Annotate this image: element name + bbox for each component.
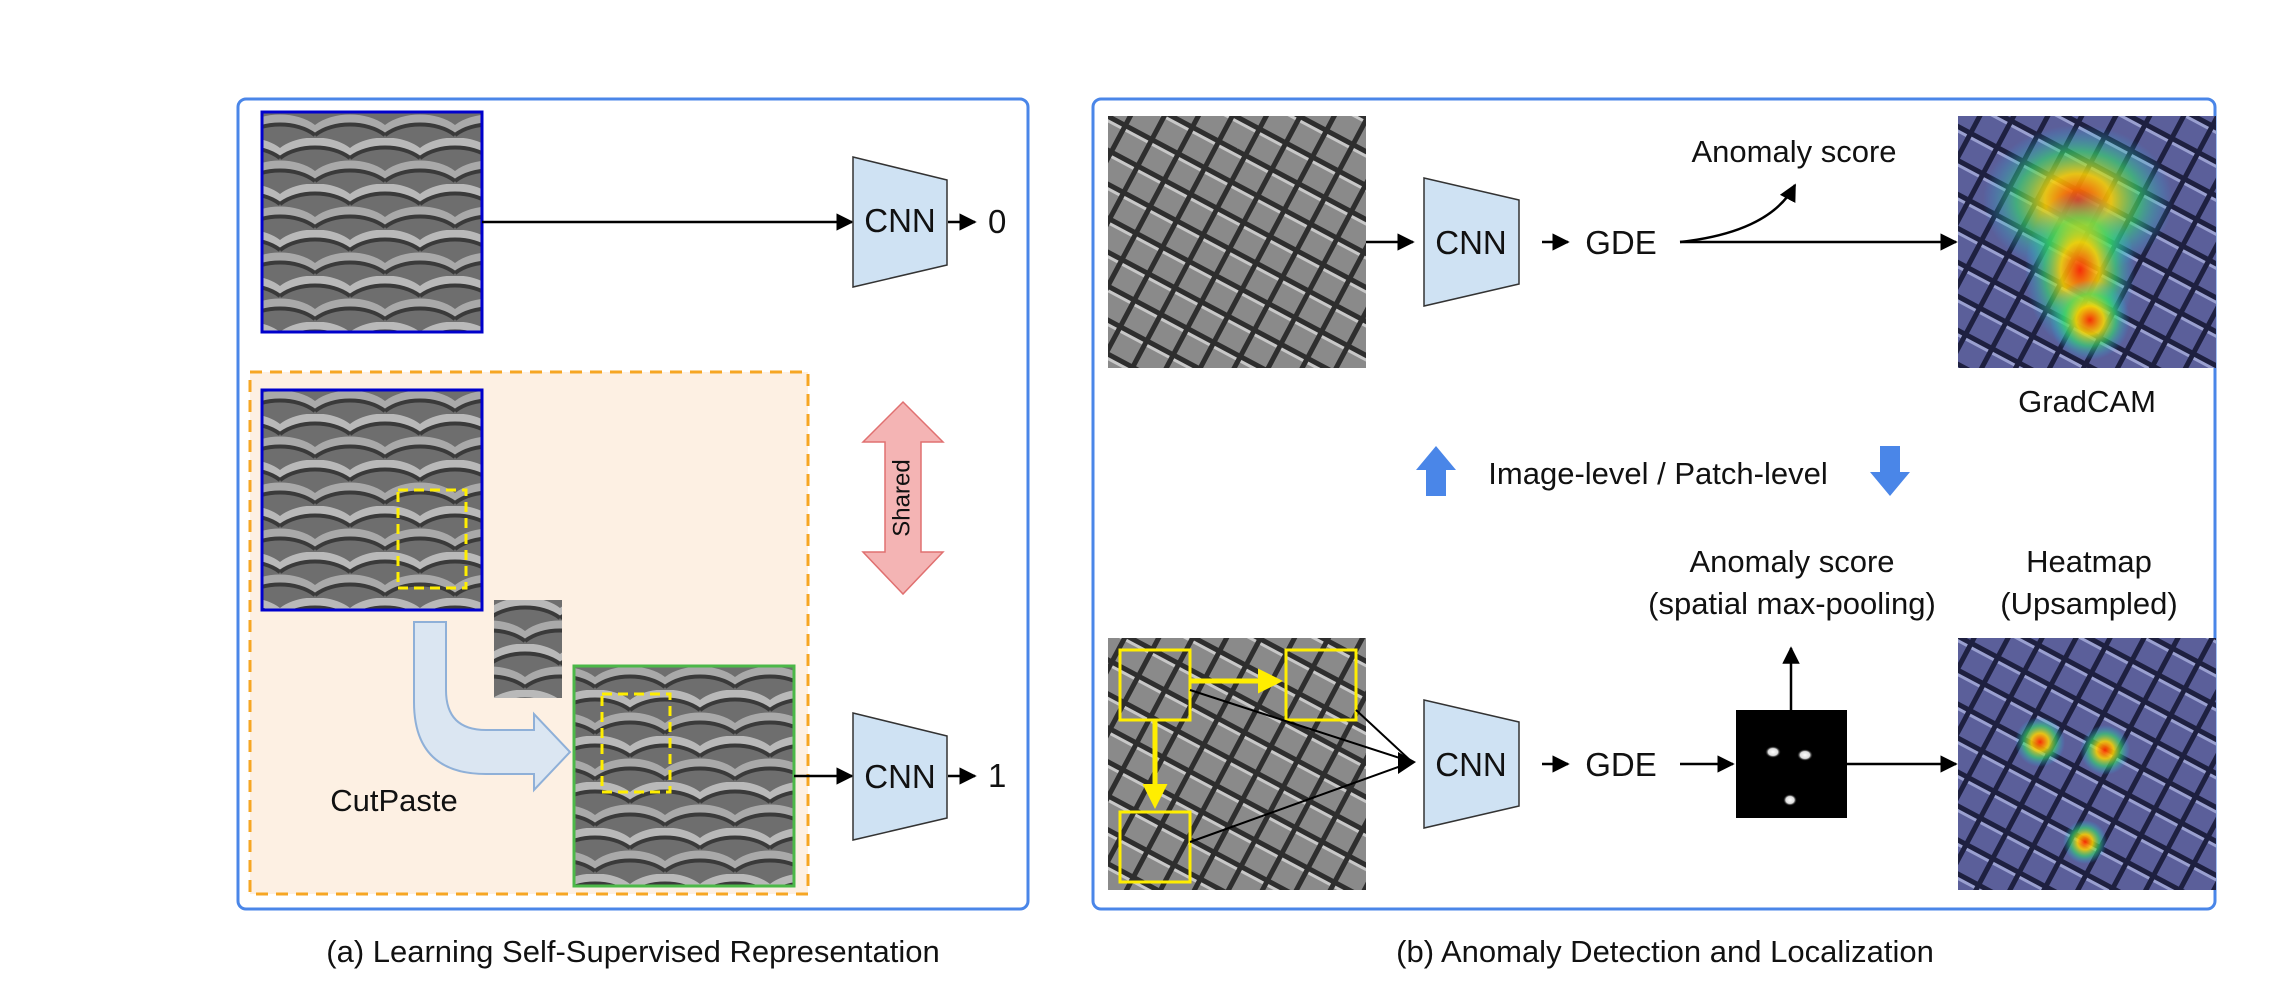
heatmap-line2: (Upsampled) [2000, 586, 2177, 621]
cutpaste-curved-arrow [413, 621, 572, 793]
paste-patch-box [600, 692, 672, 794]
shared-double-arrow [861, 400, 945, 596]
patch-join-arrowhead [1398, 752, 1416, 774]
shared-label: Shared [888, 459, 915, 536]
gradcam-image [1958, 116, 2216, 368]
patch-line-2 [1355, 709, 1413, 763]
cnn-a-bottom: CNN [852, 712, 948, 841]
panel-a-frame [236, 97, 1030, 911]
patch-line-1 [1189, 689, 1413, 763]
normal-image-top [260, 110, 484, 334]
anomaly-score-top-label: Anomaly score [1691, 134, 1896, 169]
cnn-a-top: CNN [852, 156, 948, 288]
panel-a-caption: (a) Learning Self-Supervised Representat… [326, 934, 939, 969]
anomaly-score-map [1736, 710, 1847, 818]
anomaly-score-bottom-line1: Anomaly score [1689, 544, 1894, 579]
panel-b-caption: (b) Anomaly Detection and Localization [1396, 934, 1934, 969]
cnn-a-bottom-label: CNN [864, 758, 936, 795]
arrow-gde-to-anomaly-score [1679, 183, 1797, 244]
up-arrow-icon [1416, 446, 1456, 496]
cutpaste-label: CutPaste [330, 783, 458, 818]
output-0-label: 0 [988, 203, 1006, 240]
level-label: Image-level / Patch-level [1488, 456, 1827, 491]
output-1-label: 1 [988, 757, 1006, 794]
source-image [260, 388, 484, 612]
cnn-b-bottom-label: CNN [1435, 746, 1507, 783]
cut-patch-image [494, 600, 562, 698]
patch-box-2 [1284, 648, 1358, 722]
patch-box-3 [1118, 810, 1192, 884]
gde-top-label: GDE [1585, 224, 1657, 261]
cnn-b-top-label: CNN [1435, 224, 1507, 261]
cut-patch-box [396, 488, 468, 590]
test-image-bottom [1108, 638, 1366, 890]
gradcam-label: GradCAM [2018, 384, 2156, 419]
cnn-a-top-label: CNN [864, 202, 936, 239]
gde-bottom-label: GDE [1585, 746, 1657, 783]
heatmap-line1: Heatmap [2026, 544, 2152, 579]
down-arrow-icon [1870, 446, 1910, 496]
patch-line-3 [1189, 761, 1413, 843]
test-image-top [1108, 116, 1366, 368]
augmented-image [572, 664, 796, 888]
heatmap-image [1958, 638, 2216, 890]
cnn-b-bottom: CNN [1423, 699, 1520, 829]
anomaly-score-bottom-line2: (spatial max-pooling) [1648, 586, 1936, 621]
cnn-b-top: CNN [1423, 177, 1520, 307]
panel-b-frame [1091, 97, 2217, 911]
